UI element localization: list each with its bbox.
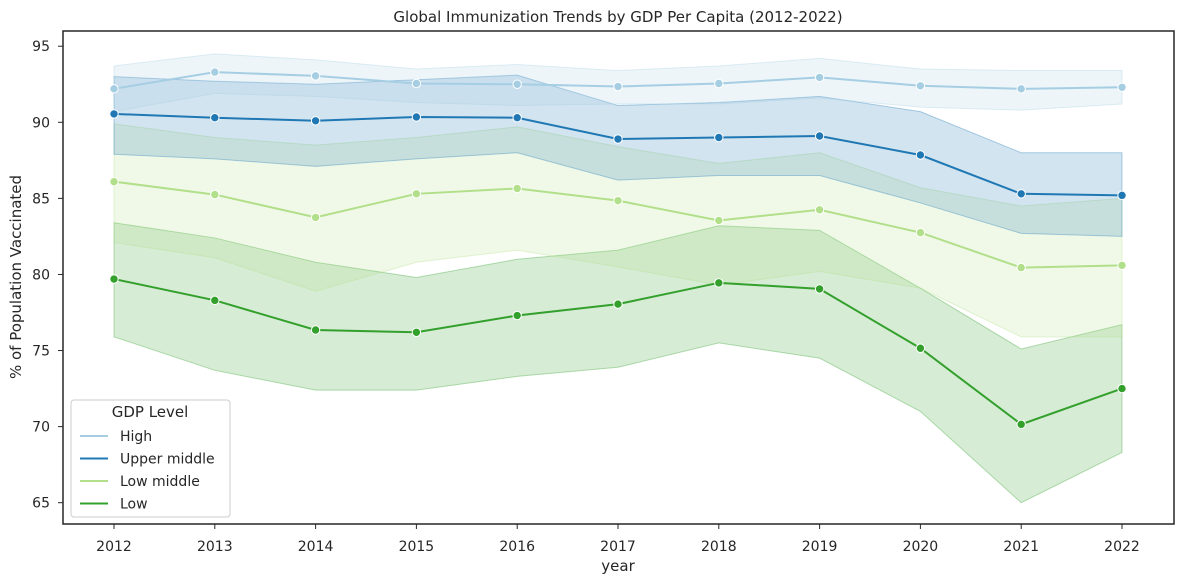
point-low-2018 <box>714 278 724 288</box>
x-axis-title: year <box>601 557 635 575</box>
x-tick-label: 2017 <box>600 539 636 555</box>
ci-band-upper-middle <box>113 74 1123 237</box>
x-axis-ticks: 2012 2013 2014 2015 2016 2017 2018 2019 2020 2021… <box>96 524 1140 555</box>
y-tick-label: 95 <box>32 39 50 55</box>
point-high-2014 <box>310 71 321 81</box>
point-low-middle-2020 <box>915 227 926 238</box>
point-low-middle-2016 <box>512 183 522 194</box>
x-tick-label: 2015 <box>399 539 435 555</box>
point-high-2019 <box>814 72 825 83</box>
y-tick-label: 80 <box>32 267 50 283</box>
x-tick-label: 2018 <box>701 539 737 555</box>
point-low-2020 <box>915 343 926 353</box>
legend-label-upper-middle: Upper middle <box>120 452 215 468</box>
point-low-middle-2012 <box>109 176 119 187</box>
x-tick-label: 2014 <box>298 539 334 555</box>
point-low-middle-2017 <box>613 195 623 206</box>
legend-items: High Upper middle Low middle Low <box>80 429 215 513</box>
point-high-2022 <box>1117 82 1127 92</box>
x-tick-label: 2022 <box>1104 539 1140 555</box>
point-low-2021 <box>1016 419 1026 430</box>
point-high-2017 <box>613 81 623 92</box>
point-high-2021 <box>1016 84 1026 94</box>
point-upper-middle-2021 <box>1016 189 1026 199</box>
x-tick-label: 2013 <box>197 539 233 555</box>
point-low-2017 <box>613 299 623 309</box>
point-low-middle-2021 <box>1016 262 1026 273</box>
point-upper-middle-2016 <box>512 113 522 123</box>
point-high-2016 <box>512 79 522 89</box>
point-high-2012 <box>109 84 119 94</box>
x-tick-label: 2016 <box>499 539 535 555</box>
point-low-2012 <box>109 274 119 284</box>
point-low-2014 <box>310 325 321 335</box>
point-low-middle-2018 <box>714 215 724 226</box>
y-tick-label: 75 <box>32 344 50 360</box>
point-high-2018 <box>714 78 724 89</box>
point-upper-middle-2012 <box>109 109 119 119</box>
point-low-2016 <box>512 310 522 321</box>
ci-band-low-middle <box>113 123 1123 338</box>
x-tick-label: 2020 <box>903 539 939 555</box>
point-low-2019 <box>814 284 825 294</box>
point-low-2022 <box>1117 383 1127 394</box>
legend-label-low-middle: Low middle <box>120 474 200 490</box>
point-high-2013 <box>210 67 220 77</box>
point-upper-middle-2018 <box>714 132 724 143</box>
point-upper-middle-2017 <box>613 134 623 144</box>
point-upper-middle-2015 <box>411 112 422 122</box>
point-low-middle-2014 <box>310 212 321 223</box>
y-tick-label: 90 <box>32 115 50 131</box>
point-low-middle-2022 <box>1117 260 1127 271</box>
point-low-2013 <box>210 295 220 306</box>
legend-title: GDP Level <box>112 403 189 421</box>
y-axis-title: % of Population Vaccinated <box>7 175 25 379</box>
point-low-middle-2015 <box>411 189 422 199</box>
x-tick-label: 2021 <box>1003 539 1039 555</box>
point-low-middle-2019 <box>814 205 825 215</box>
chart-title: Global Immunization Trends by GDP Per Ca… <box>393 8 842 26</box>
point-low-middle-2013 <box>210 189 220 200</box>
x-tick-label: 2019 <box>802 539 838 555</box>
point-high-2015 <box>411 78 422 89</box>
point-upper-middle-2013 <box>210 113 220 123</box>
legend-box <box>70 399 231 518</box>
point-low-2015 <box>411 327 422 337</box>
y-tick-label: 85 <box>32 191 50 207</box>
y-axis-ticks: 65 70 75 80 85 90 95 <box>32 39 63 512</box>
point-high-2020 <box>915 81 926 91</box>
legend: GDP Level High Upper middle Low middle Low <box>70 399 231 518</box>
y-tick-label: 70 <box>32 420 50 436</box>
point-upper-middle-2022 <box>1117 190 1127 201</box>
x-tick-label: 2012 <box>96 539 132 555</box>
point-upper-middle-2019 <box>814 131 825 141</box>
point-upper-middle-2020 <box>915 150 926 160</box>
series-markers <box>109 67 1127 430</box>
ci-band-low <box>113 222 1123 504</box>
legend-label-high: High <box>120 429 152 445</box>
y-tick-label: 65 <box>32 496 50 512</box>
point-upper-middle-2014 <box>310 116 321 126</box>
confidence-bands <box>113 53 1123 504</box>
legend-label-low: Low <box>120 497 148 513</box>
